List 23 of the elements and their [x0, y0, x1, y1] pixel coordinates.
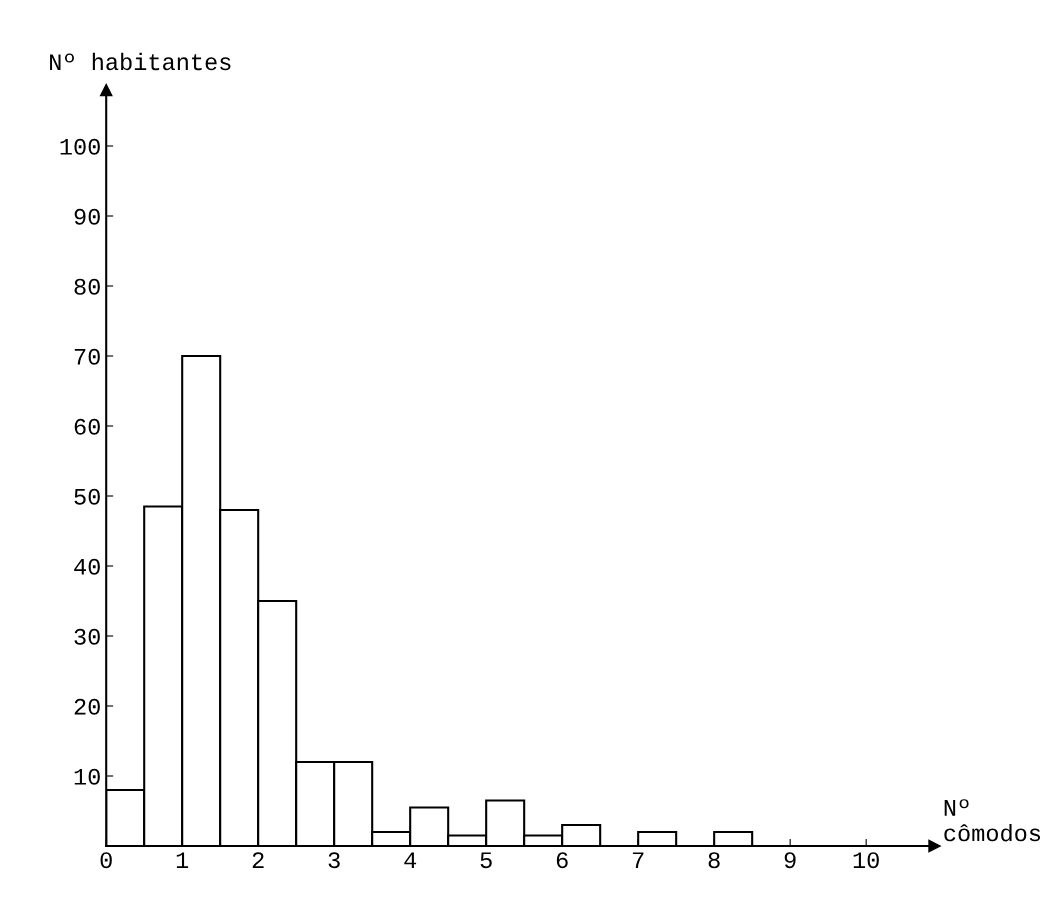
- x-tick-label: 9: [784, 852, 796, 869]
- y-tick-label: 60: [74, 418, 100, 435]
- y-tick-label: 30: [74, 628, 100, 645]
- y-tick-label: 50: [74, 488, 100, 505]
- y-tick-label: 40: [74, 558, 100, 575]
- y-tick-label: 70: [74, 348, 100, 365]
- y-tick-label: 90: [74, 208, 100, 225]
- x-tick-label: 4: [404, 852, 417, 868]
- x-tick-label: 7: [632, 852, 644, 868]
- x-tick-label: 10: [853, 852, 879, 869]
- x-tick-label: 8: [708, 852, 720, 869]
- y-tick-label: 20: [74, 698, 100, 715]
- x-tick-label: 0: [100, 852, 112, 869]
- y-tick-label: 10: [74, 768, 100, 785]
- x-tick-label: 6: [556, 852, 568, 869]
- x-axis-title: Nº cômodos: [944, 799, 1041, 842]
- x-tick-label: 5: [480, 852, 492, 869]
- x-tick-label: 1: [176, 852, 189, 868]
- x-tick-label: 3: [328, 852, 340, 869]
- y-tick-label: 100: [60, 138, 100, 155]
- y-axis-title: Nº habitantes: [50, 52, 231, 71]
- y-tick-label: 80: [74, 278, 100, 295]
- x-tick-label: 2: [252, 852, 264, 868]
